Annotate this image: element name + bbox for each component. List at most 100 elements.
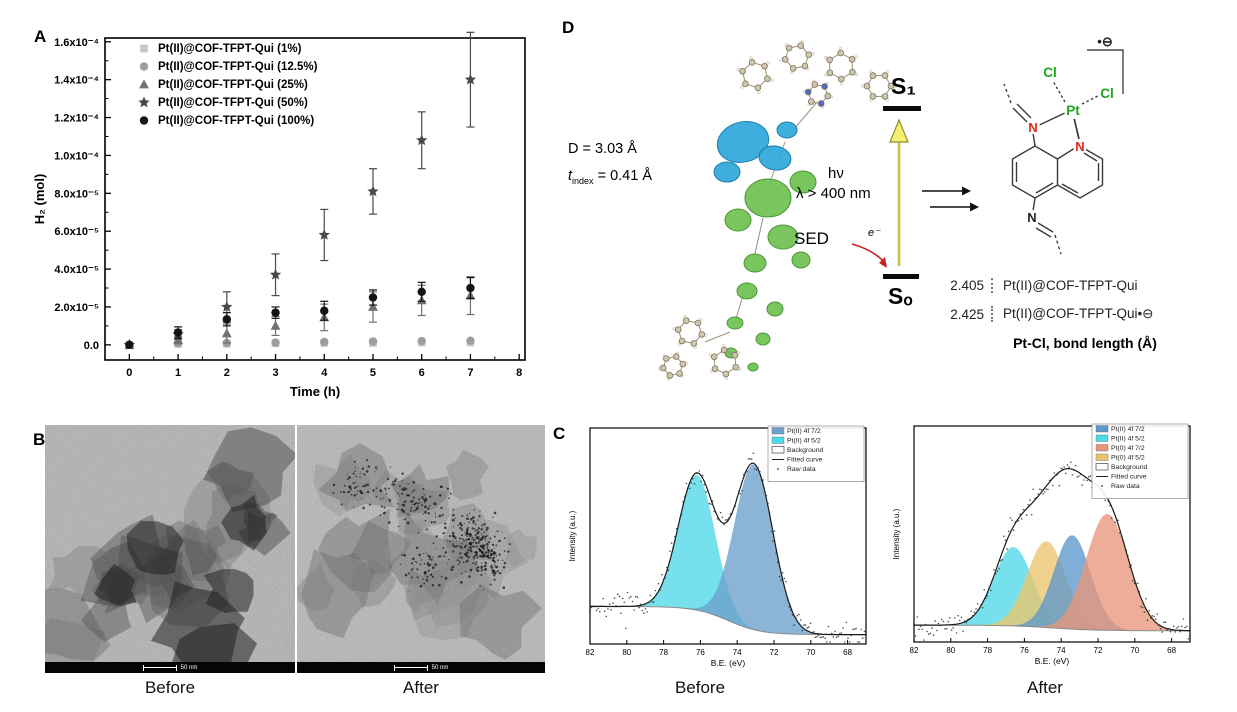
electron-transfer-arrow-head: [879, 257, 887, 268]
svg-text:0.0: 0.0: [84, 340, 99, 352]
s0-level-line: [883, 274, 919, 279]
bond-length-caption: Pt-Cl, bond length (Å): [1013, 335, 1157, 351]
svg-text:2: 2: [224, 367, 230, 379]
svg-text:1.0x10⁻⁴: 1.0x10⁻⁴: [54, 150, 99, 162]
hv-label: hν: [828, 165, 844, 182]
s1-level-line: [883, 106, 921, 111]
sed-label: SED: [794, 229, 829, 248]
tem-image-before: 50 nm: [45, 425, 295, 673]
svg-text:2.0x10⁻⁵: 2.0x10⁻⁵: [54, 302, 99, 314]
bond-length-value: 2.405: [950, 278, 984, 293]
panel-b-label: B: [33, 430, 46, 449]
bond-length-value: 2.425: [950, 306, 984, 322]
tem-after-scalebar: 50 nm: [297, 662, 545, 673]
bond-length-label: Pt(II)@COF-TFPT-Qui•⊖: [991, 306, 1154, 322]
scalebar-line: [142, 665, 177, 671]
svg-text:Pt(II) 4f 5/2: Pt(II) 4f 5/2: [1111, 436, 1145, 443]
svg-text:68: 68: [1167, 646, 1176, 655]
svg-text:Pt(0) 4f 5/2: Pt(0) 4f 5/2: [1111, 455, 1145, 462]
svg-text:1.6x10⁻⁴: 1.6x10⁻⁴: [54, 37, 99, 49]
energy-diagram: S₁ Sₒ hν λ > 400 nm SED e⁻: [794, 73, 921, 309]
svg-text:0: 0: [126, 367, 132, 379]
svg-text:H₂ (mol): H₂ (mol): [32, 174, 47, 225]
xps-after-chart: 82 80 78 76 74 72 70 68 B.E. (eV) Intensity (a.u.…: [892, 423, 1191, 666]
reaction-double-arrow: [922, 186, 979, 212]
xps-before-chart: 82 80 78 76 74 72 70 68 B.E. (eV) Intensity (a.u.…: [568, 425, 867, 668]
cl1-atom-label: Cl: [1043, 65, 1057, 80]
svg-text:Raw data: Raw data: [787, 466, 816, 473]
excitation-arrow-head: [889, 118, 909, 143]
s1-level-label: S₁: [891, 73, 916, 99]
svg-text:Background: Background: [1111, 464, 1147, 471]
svg-text:5: 5: [370, 367, 376, 379]
svg-text:Intensity (a.u.): Intensity (a.u.): [892, 508, 901, 559]
bond-length-label: Pt(II)@COF-TFPT-Qui: [991, 278, 1137, 293]
svg-text:4: 4: [321, 367, 328, 379]
electron-transfer-arrow: [851, 243, 887, 265]
h2-evolution-scatter-chart: 0.0 2.0x10⁻⁵ 4.0x10⁻⁵ 6.0x10⁻⁵ 8.0x10⁻⁵ 1.0x1…: [32, 31, 526, 399]
svg-text:82: 82: [910, 646, 919, 655]
scalebar-text: 50 nm: [431, 664, 449, 671]
svg-text:Pt(II)@COF-TFPT-Qui (25%): Pt(II)@COF-TFPT-Qui (25%): [158, 79, 308, 91]
svg-text:7: 7: [467, 367, 473, 379]
svg-text:Fitted curve: Fitted curve: [1111, 474, 1147, 481]
svg-text:1.4x10⁻⁴: 1.4x10⁻⁴: [54, 75, 99, 87]
svg-text:76: 76: [696, 648, 705, 657]
svg-text:Fitted curve: Fitted curve: [787, 457, 823, 464]
tem-before-caption: Before: [144, 678, 196, 697]
svg-text:80: 80: [946, 646, 955, 655]
tindex-value: tindex = 0.41 Å: [568, 167, 652, 186]
n3-atom-label: N: [1027, 210, 1036, 225]
svg-text:8: 8: [516, 367, 522, 379]
svg-text:Pt(II) 4f 7/2: Pt(II) 4f 7/2: [1111, 426, 1145, 433]
pt-complex-structure: •⊖ Cl Cl Pt N N N: [1003, 34, 1124, 255]
bond-length-row: 2.405 Pt(II)@COF-TFPT-Qui: [938, 278, 1218, 293]
svg-text:6.0x10⁻⁵: 6.0x10⁻⁵: [54, 226, 99, 238]
svg-text:1: 1: [175, 367, 181, 379]
s0-level-label: Sₒ: [888, 283, 913, 309]
panel-d-label: D: [562, 18, 575, 37]
bond-length-table: 2.405 Pt(II)@COF-TFPT-Qui 2.425 Pt(II)@C…: [938, 278, 1218, 351]
svg-text:82: 82: [586, 648, 595, 657]
scalebar-line: [393, 665, 428, 671]
tem-after-caption: After: [403, 678, 439, 697]
pt-atom-label: Pt: [1066, 103, 1080, 118]
tem-before-scalebar: 50 nm: [45, 662, 295, 673]
svg-text:70: 70: [806, 648, 815, 657]
svg-text:74: 74: [733, 648, 742, 657]
svg-text:3: 3: [272, 367, 278, 379]
svg-text:Background: Background: [787, 447, 823, 454]
cl2-atom-label: Cl: [1100, 86, 1114, 101]
svg-text:70: 70: [1130, 646, 1139, 655]
xps-after-caption: After: [1027, 678, 1063, 697]
svg-text:76: 76: [1020, 646, 1029, 655]
nto-molecule-graphic: [658, 39, 897, 381]
svg-text:B.E. (eV): B.E. (eV): [711, 658, 746, 668]
svg-text:Pt(II)@COF-TFPT-Qui (50%): Pt(II)@COF-TFPT-Qui (50%): [158, 97, 308, 109]
tem-after-graphic: [297, 425, 545, 673]
tem-image-after: 50 nm: [297, 425, 545, 673]
svg-text:B.E. (eV): B.E. (eV): [1035, 656, 1070, 666]
distance-value: D = 3.03 Å: [568, 141, 637, 157]
svg-text:78: 78: [983, 646, 992, 655]
svg-text:78: 78: [659, 648, 668, 657]
panel-a-label: A: [34, 27, 47, 46]
svg-text:Pt(II)@COF-TFPT-Qui (12.5%): Pt(II)@COF-TFPT-Qui (12.5%): [158, 61, 318, 73]
svg-text:1.2x10⁻⁴: 1.2x10⁻⁴: [54, 113, 99, 125]
nto-measurements: D = 3.03 Å tindex = 0.41 Å: [568, 136, 688, 190]
svg-text:4.0x10⁻⁵: 4.0x10⁻⁵: [54, 264, 99, 276]
svg-text:68: 68: [843, 648, 852, 657]
svg-text:Pt(0) 4f 7/2: Pt(0) 4f 7/2: [1111, 445, 1145, 452]
lambda-label: λ > 400 nm: [796, 185, 871, 202]
tem-before-graphic: [45, 425, 295, 673]
svg-text:74: 74: [1057, 646, 1066, 655]
bond-length-row: 2.425 Pt(II)@COF-TFPT-Qui•⊖: [938, 306, 1218, 322]
svg-text:Intensity (a.u.): Intensity (a.u.): [568, 510, 577, 561]
svg-text:Raw data: Raw data: [1111, 483, 1140, 490]
xps-before-caption: Before: [674, 678, 726, 697]
svg-text:Time (h): Time (h): [290, 384, 340, 399]
radical-anion-symbol: •⊖: [1097, 34, 1112, 49]
svg-text:80: 80: [622, 648, 631, 657]
svg-text:72: 72: [1094, 646, 1103, 655]
svg-text:Pt(II) 4f 5/2: Pt(II) 4f 5/2: [787, 438, 821, 445]
